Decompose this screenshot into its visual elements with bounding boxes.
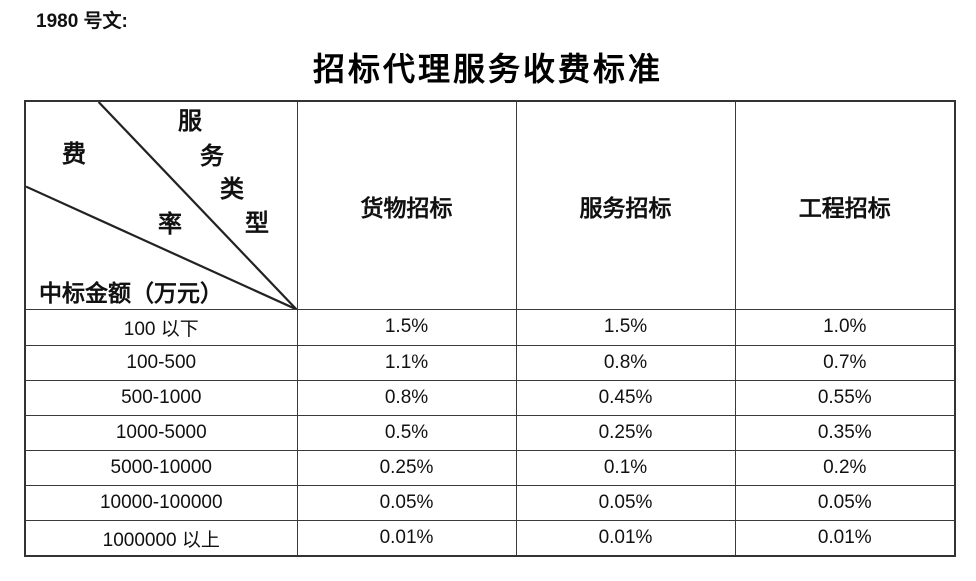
corner-service-type-char-1: 服: [178, 109, 202, 135]
diagonal-line-upper: [97, 102, 296, 309]
cell-value: 0.5%: [296, 414, 517, 451]
document-number-label: 1980 号文:: [36, 11, 128, 32]
row-label: 1000-5000: [24, 414, 298, 451]
row-label: 1000000 以上: [24, 520, 298, 557]
corner-service-type-char-3: 类: [220, 177, 244, 203]
column-header-engineering: 工程招标: [734, 100, 956, 311]
row-axis-label: 中标金额（万元）: [39, 281, 223, 306]
table-row: 5000-10000 0.25% 0.1% 0.2%: [24, 449, 956, 487]
row-label: 500-1000: [24, 379, 298, 416]
corner-service-type-char-4: 型: [245, 211, 269, 237]
fee-standard-table: 服 务 类 型 费 率 中标金额（万元） 货物招标 服务招标 工程招标 100 …: [24, 100, 956, 557]
table-header-row: 服 务 类 型 费 率 中标金额（万元） 货物招标 服务招标 工程招标: [24, 100, 956, 311]
table-row: 1000-5000 0.5% 0.25% 0.35%: [24, 414, 956, 451]
corner-service-type-char-2: 务: [200, 144, 224, 170]
cell-value: 1.5%: [296, 309, 517, 346]
corner-fee-rate-char-1: 费: [62, 142, 86, 168]
column-header-services: 服务招标: [515, 100, 736, 311]
table-row: 500-1000 0.8% 0.45% 0.55%: [24, 379, 956, 416]
cell-value: 0.01%: [734, 520, 956, 557]
table-row: 100-500 1.1% 0.8% 0.7%: [24, 344, 956, 381]
cell-value: 0.05%: [515, 485, 736, 522]
diagonal-lines: [26, 102, 296, 309]
diagonal-line-lower: [26, 185, 296, 309]
cell-value: 0.01%: [296, 520, 517, 557]
row-label: 10000-100000: [24, 485, 298, 522]
cell-value: 0.55%: [734, 379, 956, 416]
row-label: 100-500: [24, 344, 298, 381]
cell-value: 0.25%: [515, 414, 736, 451]
cell-value: 0.35%: [734, 414, 956, 451]
corner-fee-rate-char-2: 率: [158, 212, 182, 238]
row-label: 100 以下: [24, 309, 298, 346]
cell-value: 0.05%: [296, 485, 517, 522]
cell-value: 0.01%: [515, 520, 736, 557]
cell-value: 0.25%: [296, 449, 517, 487]
diagonal-corner-cell: 服 务 类 型 费 率 中标金额（万元）: [24, 100, 298, 311]
cell-value: 0.05%: [734, 485, 956, 522]
page-title: 招标代理服务收费标准: [312, 51, 663, 87]
table-row: 10000-100000 0.05% 0.05% 0.05%: [24, 485, 956, 522]
row-label: 5000-10000: [24, 449, 298, 487]
cell-value: 1.1%: [296, 344, 517, 381]
cell-value: 1.0%: [734, 309, 956, 346]
cell-value: 0.7%: [734, 344, 956, 381]
cell-value: 0.1%: [515, 449, 736, 487]
cell-value: 1.5%: [515, 309, 736, 346]
cell-value: 0.45%: [515, 379, 736, 416]
cell-value: 0.8%: [515, 344, 736, 381]
cell-value: 0.2%: [734, 449, 956, 487]
table-row: 1000000 以上 0.01% 0.01% 0.01%: [24, 520, 956, 557]
table-row: 100 以下 1.5% 1.5% 1.0%: [24, 309, 956, 346]
column-header-goods: 货物招标: [296, 100, 517, 311]
cell-value: 0.8%: [296, 379, 517, 416]
